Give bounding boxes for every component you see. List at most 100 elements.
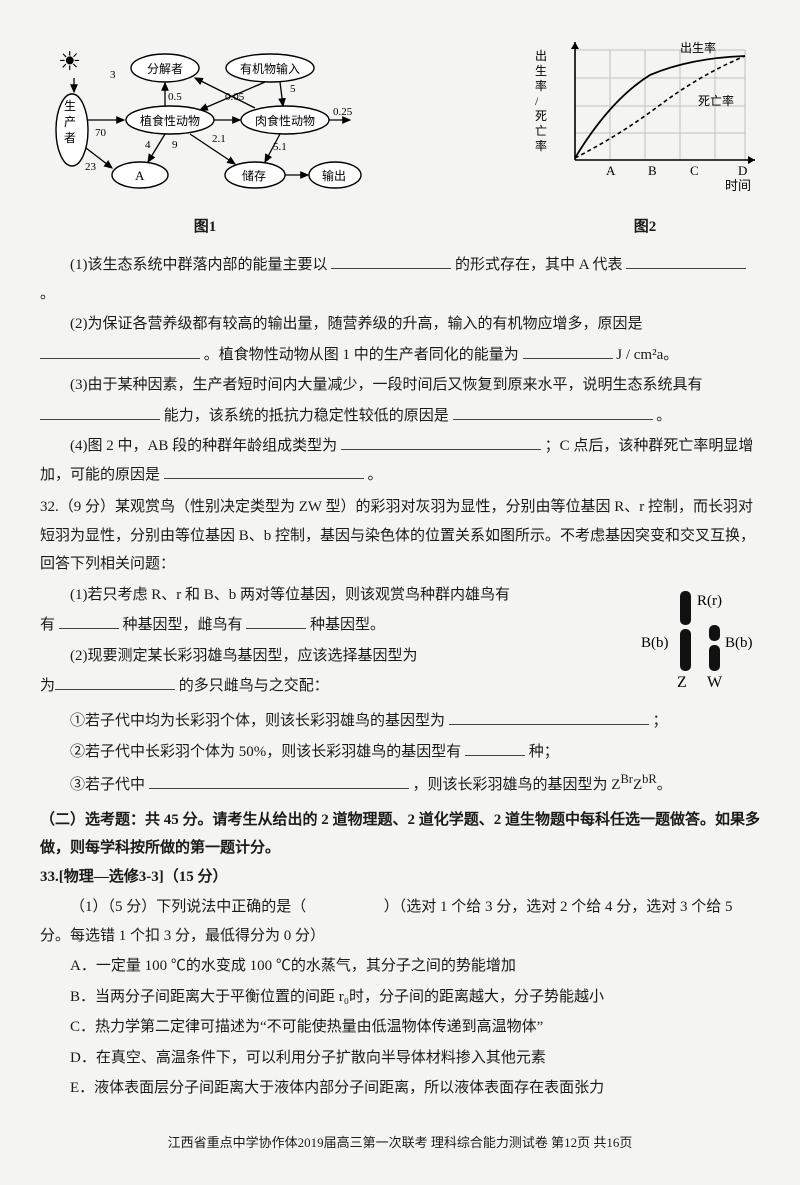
text: 。 — [657, 777, 672, 793]
sup: Br — [620, 772, 633, 786]
page-footer: 江西省重点中学协作体2019届高三第一次联考 理科综合能力测试卷 第12页 共1… — [40, 1131, 760, 1156]
text: (1)该生态系统中群落内部的能量主要以 — [70, 257, 328, 273]
y-label-7: 率 — [535, 138, 547, 153]
label-producer-2: 产 — [64, 115, 76, 129]
text: Z — [633, 777, 642, 793]
sup: bR — [642, 772, 657, 786]
edge-label: 9 — [172, 139, 178, 151]
opt-D[interactable]: D．在真空、高温条件下，可以利用分子扩散向半导体材料掺入其他元素 — [40, 1044, 760, 1073]
opt-E[interactable]: E．液体表面层分子间距离大于液体内部分子间距离，所以液体表面存在表面张力 — [40, 1074, 760, 1103]
edge-label: 23 — [85, 161, 97, 173]
arrow-icon — [571, 42, 579, 49]
w-bottom — [709, 645, 720, 671]
section-2-head: （二）选考题：共 45 分。请考生从给出的 2 道物理题、2 道化学题、2 道生… — [40, 806, 760, 863]
x-tick: D — [738, 163, 747, 178]
edge-label: 0.5 — [168, 91, 182, 103]
sun-icon: ☀ — [58, 47, 81, 76]
text: 。 — [368, 467, 383, 483]
q1-3: (3)由于某种因素，生产者短时间内大量减少，一段时间后又恢复到原来水平，说明生态… — [40, 371, 760, 400]
arrow-icon — [748, 156, 755, 164]
text: 。植食物性动物从图 1 中的生产者同化的能量为 — [204, 347, 519, 363]
figure-2-caption: 图2 — [530, 213, 760, 242]
text: ； — [653, 713, 668, 729]
q32-5: ③若子代中 ，则该长彩羽雄鸟的基因型为 ZBrZbR。 — [40, 768, 760, 800]
label-output: 输出 — [322, 168, 346, 183]
edge-label: 3 — [110, 69, 116, 81]
label-decomposer: 分解者 — [147, 62, 183, 76]
label-A: A — [135, 168, 145, 183]
figure-2-block: 出生率 死亡率 出 生 率 / 死 亡 率 A B C D 时间 图2 — [530, 30, 760, 241]
label-herbivore: 植食性动物 — [140, 113, 200, 128]
blank[interactable] — [449, 709, 649, 725]
spacer: 有 — [40, 617, 55, 633]
blank[interactable] — [40, 343, 200, 359]
q1-3b: 能力，该系统的抵抗力稳定性较低的原因是 。 — [40, 402, 760, 431]
figures-row: ☀ 生 产 者 分解者 有机物输入 植食性动物 肉食性动物 A 储存 — [40, 30, 760, 241]
blank[interactable] — [453, 404, 653, 420]
text: ③若子代中 — [70, 777, 145, 793]
figure-2-svg: 出生率 死亡率 出 生 率 / 死 亡 率 A B C D 时间 — [530, 30, 760, 200]
label-W: W — [707, 674, 723, 691]
text: (3)由于某种因素，生产者短时间内大量减少，一段时间后又恢复到原来水平，说明生态… — [70, 377, 703, 393]
blank[interactable] — [164, 463, 364, 479]
text: (4)图 2 中，AB 段的种群年龄组成类型为 — [70, 438, 337, 454]
text: ②若子代中长彩羽个体为 50%，则该长彩羽雄鸟的基因型有 — [70, 744, 461, 760]
text: J / cm²a。 — [616, 347, 678, 363]
text: 能力，该系统的抵抗力稳定性较低的原因是 — [164, 408, 449, 424]
x-tick: B — [648, 163, 657, 178]
text: ，则该长彩羽雄鸟的基因型为 Z — [413, 777, 621, 793]
text: (2)为保证各营养级都有较高的输出量，随营养级的升高，输入的有机物应增多，原因是 — [70, 316, 643, 332]
section-2-text: （二）选考题：共 45 分。请考生从给出的 2 道物理题、2 道化学题、2 道生… — [40, 812, 760, 857]
edge-label: 0.25 — [333, 106, 353, 118]
blank[interactable] — [246, 613, 306, 629]
figure-1-caption: 图1 — [40, 213, 370, 242]
text: (2)现要测定某长彩羽雄鸟基因型，应该选择基因型为 — [70, 648, 418, 664]
label-producer-1: 生 — [64, 99, 76, 113]
label-Bb-right: B(b) — [725, 635, 753, 651]
edge-label: 5 — [290, 83, 296, 95]
q1-4: (4)图 2 中，AB 段的种群年龄组成类型为 ；C 点后，该种群死亡率明显增加… — [40, 432, 760, 489]
w-top — [709, 625, 720, 641]
blank[interactable] — [40, 404, 160, 420]
text: 的多只雌鸟与之交配： — [179, 678, 329, 694]
chromosome-diagram: R(r) B(b) B(b) Z W — [630, 585, 760, 706]
blank[interactable] — [59, 613, 119, 629]
blank[interactable] — [523, 343, 613, 359]
opt-A[interactable]: A．一定量 100 ℃的水变成 100 ℃的水蒸气，其分子之间的势能增加 — [40, 952, 760, 981]
label-Bb-left: B(b) — [641, 635, 669, 651]
blank[interactable] — [626, 253, 746, 269]
blank[interactable] — [149, 773, 409, 789]
q32-3: ①若子代中均为长彩羽个体，则该长彩羽雄鸟的基因型为 ； — [40, 707, 760, 736]
edge-label: 5.1 — [273, 141, 287, 153]
text: （1）（5 分）下列说法中正确的是（ — [70, 899, 306, 915]
edge-label: 0.05 — [225, 91, 245, 103]
opt-B[interactable]: B．当两分子间距离大于平衡位置的间距 r₀时，分子间的距离越大，分子势能越小 — [40, 983, 760, 1012]
y-label-2: 生 — [535, 64, 547, 78]
opt-C[interactable]: C．热力学第二定律可描述为“不可能使热量由低温物体传递到高温物体” — [40, 1013, 760, 1042]
edge-label: 4 — [145, 139, 151, 151]
text: 的形式存在，其中 A 代表 — [455, 257, 623, 273]
blank[interactable] — [55, 674, 175, 690]
edge — [280, 82, 283, 106]
text: ①若子代中均为长彩羽个体，则该长彩羽雄鸟的基因型为 — [70, 713, 445, 729]
blank[interactable] — [341, 434, 541, 450]
y-label-1: 出 — [535, 49, 547, 63]
blank[interactable] — [331, 253, 451, 269]
figure-1-svg: ☀ 生 产 者 分解者 有机物输入 植食性动物 肉食性动物 A 储存 — [40, 30, 370, 200]
text: 种基因型，雌鸟有 — [123, 617, 243, 633]
y-label-3: 率 — [535, 78, 547, 93]
q32-head: 32.（9 分）某观赏鸟（性别决定类型为 ZW 型）的彩羽对灰羽为显性，分别由等… — [40, 493, 760, 579]
q1-1: (1)该生态系统中群落内部的能量主要以 的形式存在，其中 A 代表 。 — [40, 251, 760, 308]
x-tick: C — [690, 163, 699, 178]
label-producer-3: 者 — [64, 131, 76, 145]
z-top — [680, 591, 691, 625]
y-label-4: / — [535, 94, 539, 108]
y-label-5: 死 — [535, 109, 547, 123]
label-carnivore: 肉食性动物 — [255, 113, 315, 128]
text: 种； — [529, 744, 559, 760]
blank[interactable] — [465, 740, 525, 756]
q33-title: 33.[物理—选修3-3]（15 分） — [40, 863, 760, 892]
text: 。 — [656, 408, 671, 424]
q33-stem: （1）（5 分）下列说法中正确的是（ ）（选对 1 个给 3 分，选对 2 个给… — [40, 893, 760, 950]
q1-2: (2)为保证各营养级都有较高的输出量，随营养级的升高，输入的有机物应增多，原因是 — [40, 310, 760, 339]
